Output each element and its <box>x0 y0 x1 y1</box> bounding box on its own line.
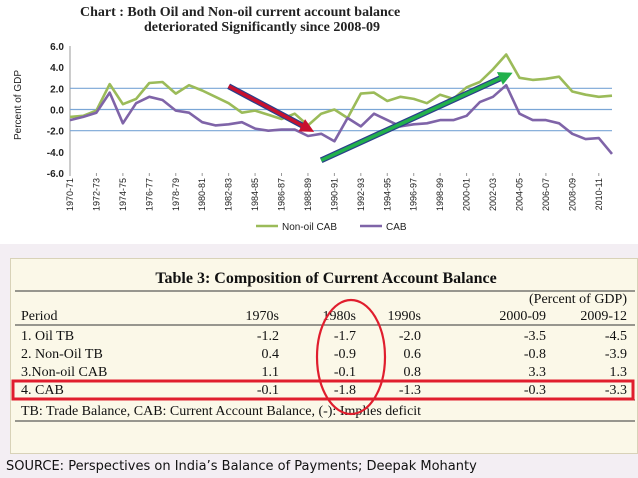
table-cell: -3.3 <box>605 383 627 398</box>
table-cell: -0.8 <box>524 347 546 362</box>
table-cell: 1.3 <box>610 365 628 380</box>
1980s-column-highlight-ellipse <box>315 298 387 416</box>
legend-entry: Non-oil CAB <box>282 222 337 233</box>
table-row-label: 3.Non-oil CAB <box>21 365 107 380</box>
x-tick-label: 1992-93 <box>356 178 366 211</box>
chart-title-line-2: deteriorated Significantly since 2008-09 <box>144 20 380 35</box>
y-tick-label: 2.0 <box>50 84 64 95</box>
table-title: Table 3: Composition of Current Account … <box>155 270 496 287</box>
x-tick-label: 1986-87 <box>277 178 287 211</box>
table-panel: Table 3: Composition of Current Account … <box>10 258 638 454</box>
table-row-label: 1. Oil TB <box>21 329 74 344</box>
x-tick-label: 1974-75 <box>118 178 128 211</box>
table-cell: -1.8 <box>334 383 356 398</box>
series-line-cab <box>69 83 613 155</box>
table-cell: -3.9 <box>605 347 627 362</box>
table-cell: -1.7 <box>334 329 356 344</box>
table-column-header: 2000-09 <box>499 309 546 324</box>
y-axis-label: Percent of GDP <box>13 70 24 140</box>
table-cell: -1.3 <box>399 383 421 398</box>
series-line-non-oil-cab <box>69 53 613 127</box>
line-chart: Chart : Both Oil and Non-oil current acc… <box>13 5 613 233</box>
table-cell: 0.4 <box>262 347 280 362</box>
y-tick-label: 0.0 <box>50 106 64 117</box>
legend-entry: CAB <box>386 222 407 233</box>
x-tick-label: 2010-11 <box>594 178 604 210</box>
table-footnote: TB: Trade Balance, CAB: Current Account … <box>21 404 421 419</box>
x-tick-label: 2008-09 <box>567 178 577 211</box>
y-tick-label: -4.0 <box>47 148 65 159</box>
x-tick-label: 1970-71 <box>65 178 75 211</box>
chart-panel: Chart : Both Oil and Non-oil current acc… <box>0 0 638 244</box>
table-cell: -3.5 <box>524 329 546 344</box>
table-cell: 0.8 <box>404 365 422 380</box>
y-tick-label: 6.0 <box>50 42 64 53</box>
x-tick-label: 2002-03 <box>488 178 498 211</box>
y-tick-label: -6.0 <box>47 169 65 180</box>
x-tick-label: 2006-07 <box>541 178 551 211</box>
table-cell: -4.5 <box>605 329 627 344</box>
x-tick-label: 2004-05 <box>514 178 524 211</box>
table-column-header: 2009-12 <box>580 309 627 324</box>
table-cell: 1.1 <box>262 365 280 380</box>
cab-row-highlight-box <box>11 379 635 401</box>
table-row-label: 4. CAB <box>21 383 64 398</box>
y-tick-label: 4.0 <box>50 63 64 74</box>
x-tick-label: 1982-83 <box>224 178 234 211</box>
table-cell: -0.9 <box>334 347 356 362</box>
table-column-header: 1990s <box>388 309 421 324</box>
x-tick-label: 1976-77 <box>144 178 154 211</box>
table-cell: -1.2 <box>257 329 279 344</box>
table-cell: 0.6 <box>404 347 422 362</box>
table-cell: -0.3 <box>524 383 546 398</box>
x-tick-label: 1996-97 <box>409 178 419 211</box>
green-arrow <box>320 72 513 162</box>
table-cell: -0.1 <box>257 383 279 398</box>
source-caption: SOURCE: Perspectives on India’s Balance … <box>6 459 477 474</box>
table-cell: 3.3 <box>529 365 547 380</box>
x-tick-label: 1990-91 <box>329 178 339 211</box>
y-tick-label: -2.0 <box>47 127 65 138</box>
table-unit-note: (Percent of GDP) <box>529 292 627 307</box>
x-tick-label: 1980-81 <box>197 178 207 211</box>
x-tick-label: 1972-73 <box>91 178 101 211</box>
x-tick-label: 1994-95 <box>382 178 392 211</box>
x-tick-label: 1978-79 <box>171 178 181 211</box>
table-row-label: 2. Non-Oil TB <box>21 347 103 362</box>
x-tick-label: 1988-89 <box>303 178 313 211</box>
table-cell: -2.0 <box>399 329 421 344</box>
table-column-header: 1970s <box>246 309 279 324</box>
chart-title-line-1: Chart : Both Oil and Non-oil current acc… <box>80 5 400 20</box>
x-tick-label: 1984-85 <box>250 178 260 211</box>
x-tick-label: 2000-01 <box>462 178 472 211</box>
table-column-header: 1980s <box>323 309 356 324</box>
composition-table: Table 3: Composition of Current Account … <box>11 270 635 422</box>
red-arrow <box>227 84 315 132</box>
x-tick-label: 1998-99 <box>435 178 445 211</box>
table-column-header: Period <box>21 309 58 324</box>
table-cell: -0.1 <box>334 365 356 380</box>
